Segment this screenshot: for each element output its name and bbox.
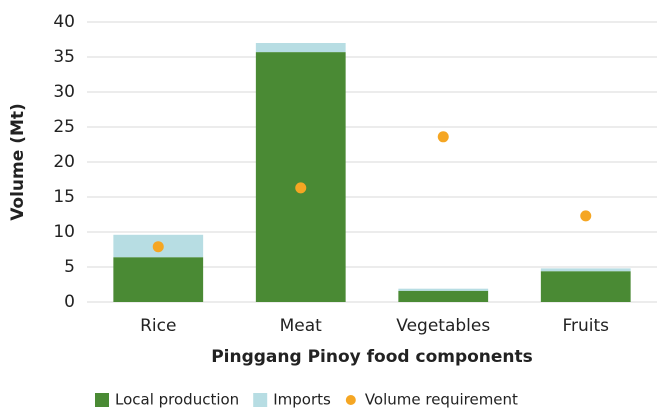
bar-segment <box>255 52 346 302</box>
legend-label: Volume requirement <box>365 391 518 409</box>
bar-segment <box>255 43 346 53</box>
y-tick-label: 15 <box>53 187 75 207</box>
y-tick-label: 25 <box>53 117 75 137</box>
legend-label: Local production <box>115 391 239 409</box>
y-axis-label: Volume (Mt) <box>8 103 28 221</box>
requirement-dot <box>152 241 164 253</box>
x-axis-label: Pinggang Pinoy food components <box>211 347 533 367</box>
x-tick-label: Vegetables <box>396 316 490 336</box>
x-tick-label: Rice <box>140 316 176 336</box>
requirement-dot <box>437 131 449 143</box>
y-tick-label: 0 <box>64 292 75 312</box>
x-tick-label: Fruits <box>562 316 609 336</box>
bar-segment <box>540 268 631 272</box>
bar-segment <box>398 290 489 302</box>
legend-label: Imports <box>273 391 331 409</box>
y-tick-label: 20 <box>53 152 75 172</box>
y-tick-label: 40 <box>53 12 75 32</box>
legend-swatch <box>95 393 109 407</box>
bar-segment <box>398 288 489 291</box>
y-tick-label: 35 <box>53 47 75 67</box>
bar-segment <box>540 271 631 302</box>
x-tick-label: Meat <box>280 316 323 336</box>
legend-swatch <box>253 393 268 407</box>
y-tick-label: 10 <box>53 222 75 242</box>
bar-segment <box>113 257 204 302</box>
y-tick-label: 5 <box>64 257 75 277</box>
legend-marker <box>345 395 356 405</box>
requirement-dot <box>580 210 592 222</box>
requirement-dot <box>295 182 307 194</box>
y-tick-label: 30 <box>53 82 75 102</box>
